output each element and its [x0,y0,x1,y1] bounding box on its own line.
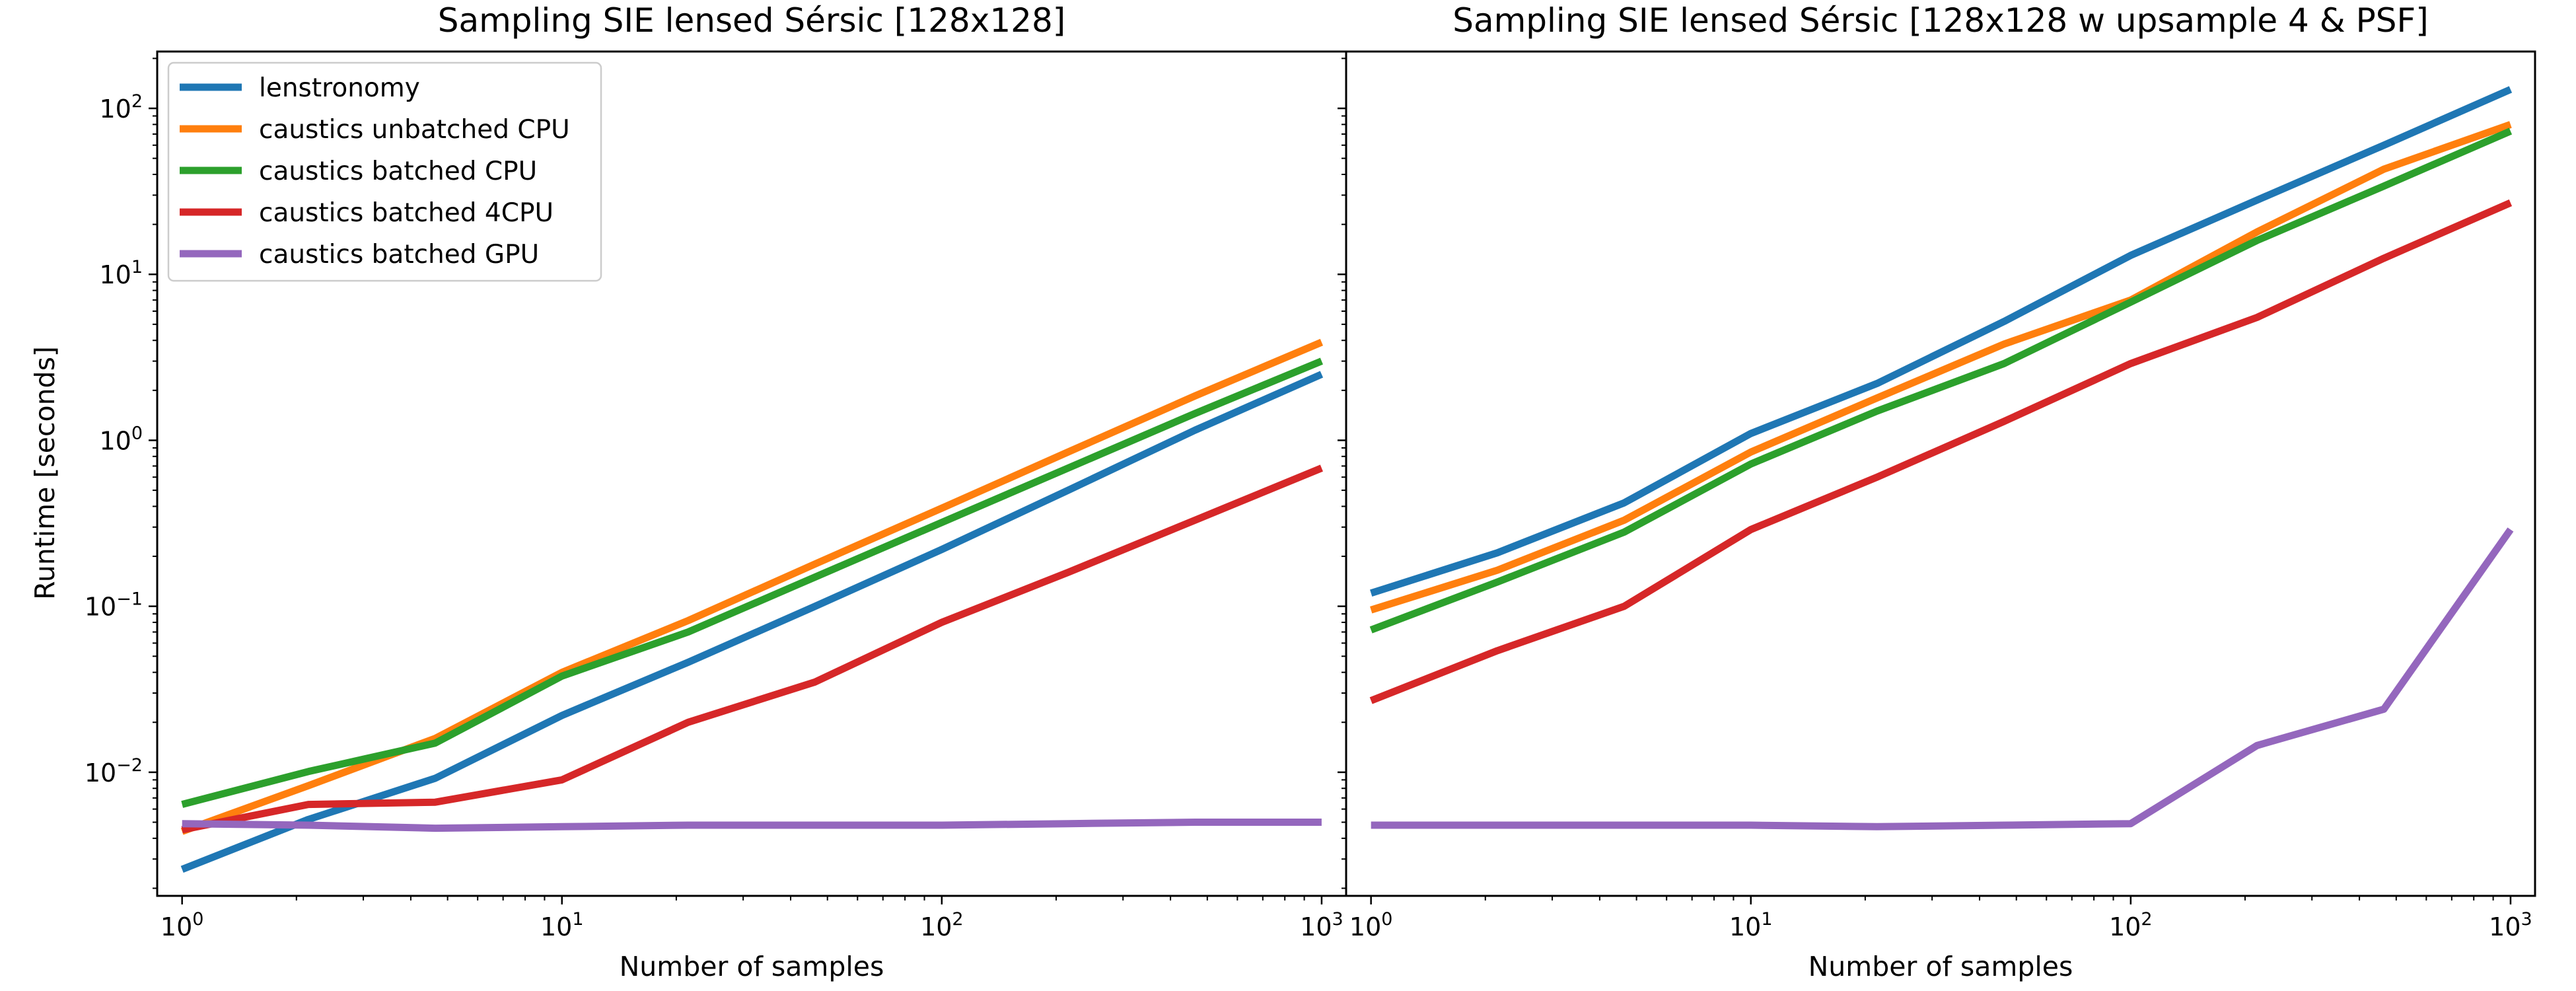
right-x-tick-label: 103 [2489,909,2532,941]
legend-label-batched-gpu: caustics batched GPU [259,240,539,270]
legend-label-batched-4cpu: caustics batched 4CPU [259,198,554,228]
legend-frame [167,61,602,282]
right-x-tick-label: 102 [2109,909,2153,941]
left-ticks: 100 101 102 103 10−2 10−1 100 101 102 [85,57,1343,941]
left-series-line-caustics-batched-4cpu [181,464,1323,834]
right-x-tick-label: 100 [1349,909,1393,941]
right-series-line-caustics-batched-cpu [1369,128,2513,634]
left-y-tick-label: 101 [99,257,143,289]
left-x-axis-label: Number of samples [620,951,884,982]
right-plot-frame [1345,50,2536,897]
right-series-line-caustics-batched-gpu [1371,527,2514,830]
left-series-lines [180,338,1324,873]
left-series-line-lenstronomy [180,371,1324,873]
left-y-tick-label: 100 [99,423,143,455]
legend-label-lenstronomy: lenstronomy [259,73,420,103]
left-x-tick-label: 101 [540,909,584,941]
left-series-line-caustics-batched-gpu [182,819,1322,832]
legend: lenstronomy caustics unbatched CPU caust… [167,61,602,282]
right-x-tick-label: 101 [1729,909,1773,941]
left-y-tick-label: 102 [99,91,143,124]
right-x-axis-label: Number of samples [1808,951,2073,982]
left-x-tick-label: 102 [920,909,964,941]
left-panel-title: Sampling SIE lensed Sérsic [128x128] [438,1,1066,40]
legend-label-unbatched-cpu: caustics unbatched CPU [259,115,570,145]
left-series-line-caustics-unbatched-cpu [180,338,1324,835]
left-x-tick-label: 103 [1300,909,1343,941]
right-series-line-lenstronomy [1370,86,2513,597]
right-series-lines [1369,86,2514,830]
right-series-line-caustics-batched-4cpu [1369,199,2513,704]
left-y-tick-label: 10−1 [85,589,143,622]
right-ticks: 100 101 102 103 [1338,57,2532,941]
left-x-tick-label: 100 [161,909,204,941]
left-panel: Sampling SIE lensed Sérsic [128x128] Num… [29,1,1347,982]
right-panel-title: Sampling SIE lensed Sérsic [128x128 w up… [1452,1,2429,40]
right-series-line-caustics-unbatched-cpu [1370,121,2512,614]
right-panel: Sampling SIE lensed Sérsic [128x128 w up… [1338,1,2536,982]
y-axis-label: Runtime [seconds] [29,346,61,600]
legend-label-batched-cpu: caustics batched CPU [259,157,537,186]
left-y-tick-label: 10−2 [85,755,143,788]
left-series-line-caustics-batched-cpu [181,357,1324,808]
